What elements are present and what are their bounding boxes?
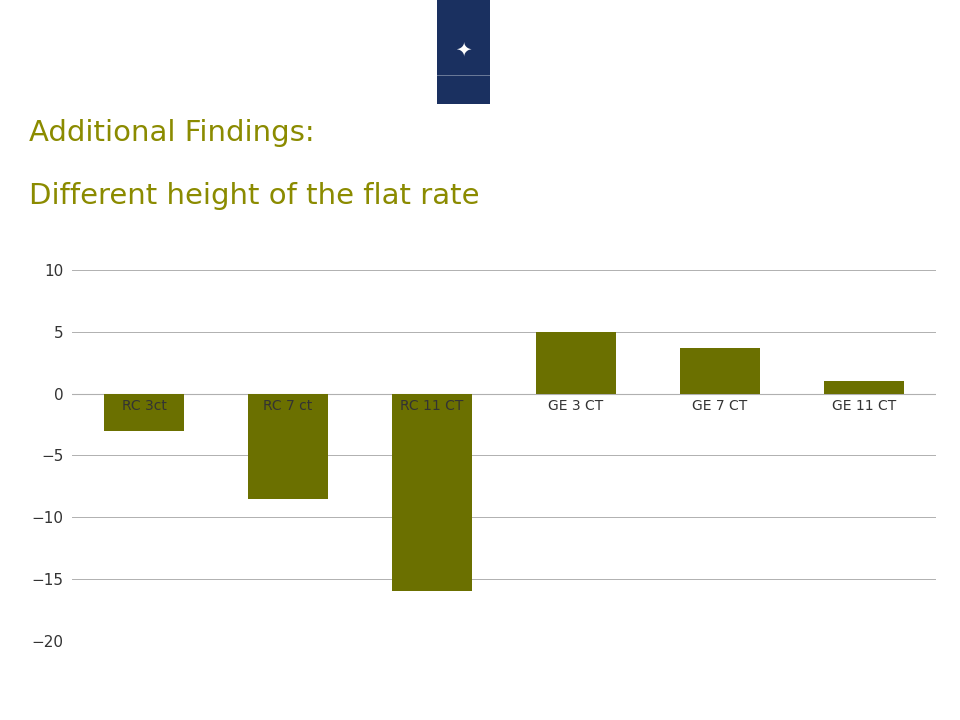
Text: PBL Netherlands Environmental: PBL Netherlands Environmental (501, 23, 700, 36)
Bar (537, 332, 615, 394)
Text: GE 3 CT: GE 3 CT (548, 399, 604, 413)
Text: RC 3ct: RC 3ct (122, 399, 166, 413)
Bar (825, 382, 903, 394)
Bar (105, 394, 183, 431)
Text: ✦: ✦ (455, 40, 471, 60)
Bar (249, 394, 327, 499)
Text: GE 7 CT: GE 7 CT (692, 399, 748, 413)
Bar (681, 348, 759, 394)
Text: CPB Netherlands Bureau for Economic Policy Analysis: CPB Netherlands Bureau for Economic Poli… (501, 79, 903, 92)
Bar (437, 0, 490, 104)
Text: Assessment Agency: Assessment Agency (501, 50, 626, 63)
Bar (393, 394, 471, 591)
Text: RC 7 ct: RC 7 ct (263, 399, 313, 413)
Text: Additional Findings:: Additional Findings: (29, 119, 315, 147)
Text: RC 11 CT: RC 11 CT (400, 399, 464, 413)
Text: GE 11 CT: GE 11 CT (832, 399, 896, 413)
Text: Different height of the flat rate: Different height of the flat rate (29, 182, 479, 210)
